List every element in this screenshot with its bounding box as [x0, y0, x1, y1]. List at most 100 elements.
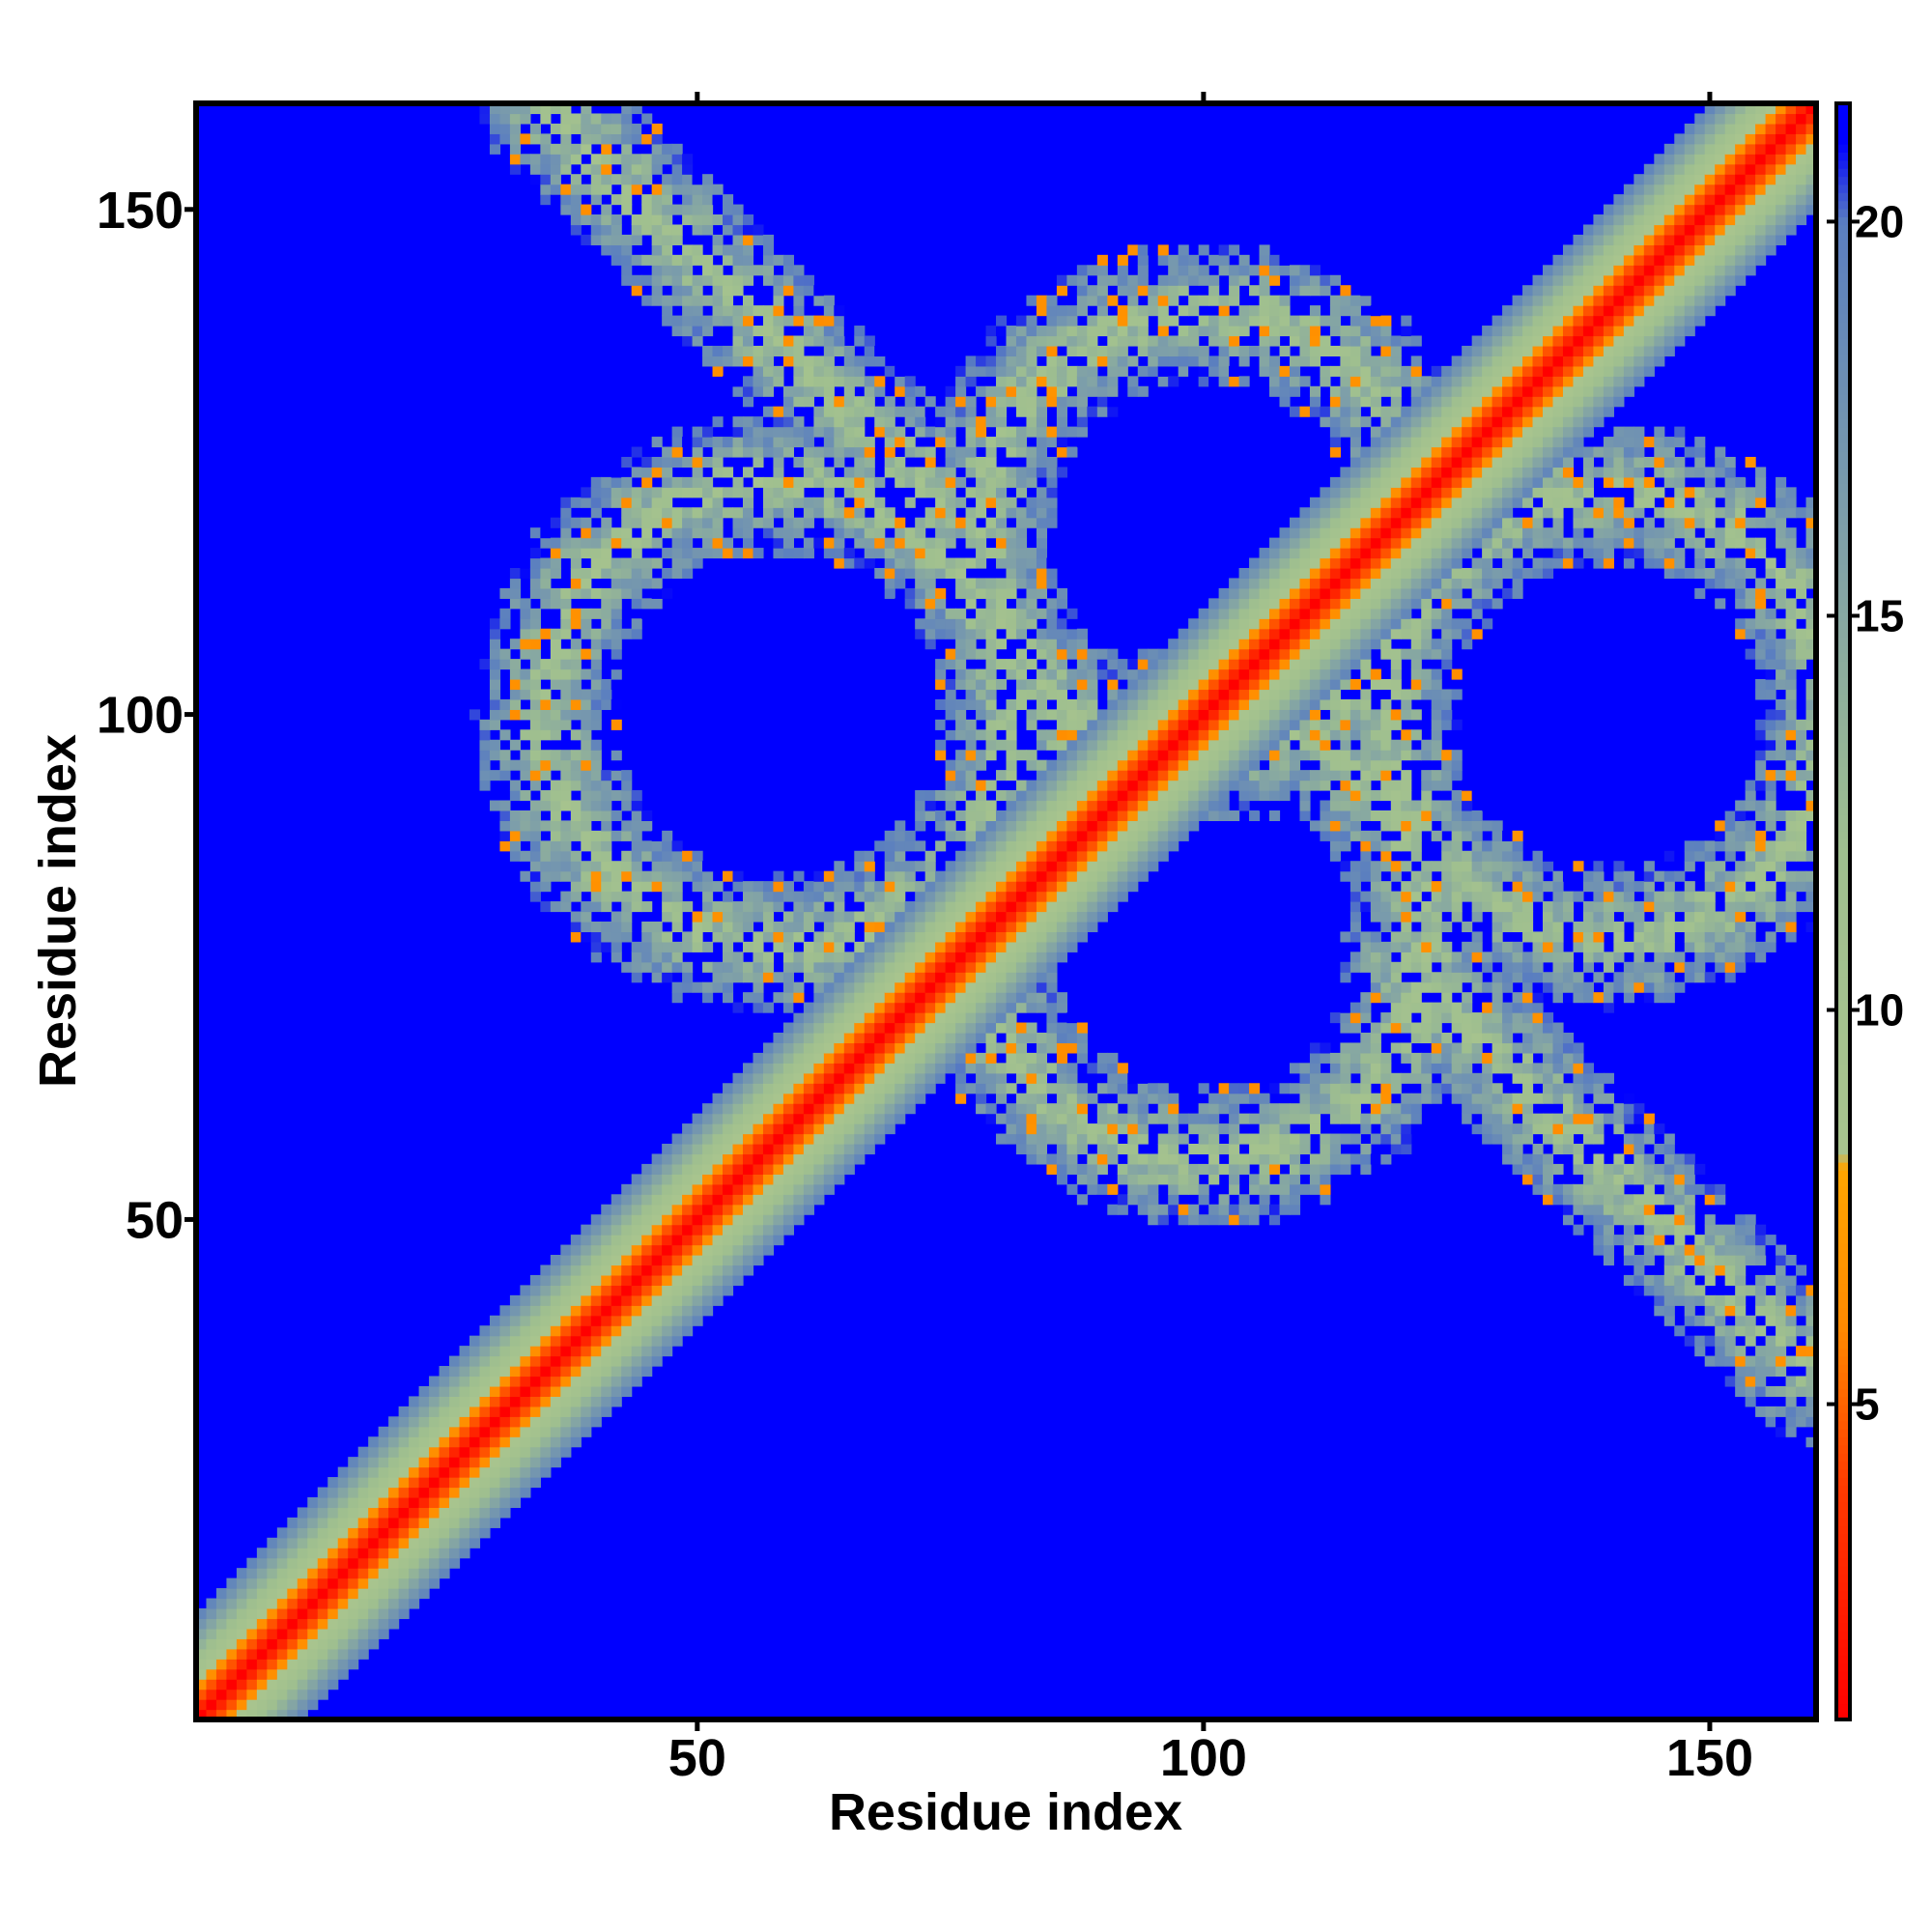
heatmap-cell: [924, 628, 936, 639]
heatmap-cell: [398, 1548, 410, 1559]
heatmap-cell: [641, 204, 653, 215]
heatmap-cell: [601, 1305, 612, 1317]
heatmap-cell: [843, 1072, 855, 1084]
heatmap-cell: [692, 487, 703, 498]
heatmap-cell: [854, 416, 866, 428]
heatmap-cell: [915, 385, 926, 397]
heatmap-cell: [843, 406, 855, 417]
heatmap-cell: [570, 204, 582, 215]
heatmap-cell: [723, 487, 734, 498]
heatmap-cell: [1289, 537, 1301, 549]
heatmap-cell: [1249, 659, 1261, 670]
heatmap-cell: [864, 1123, 875, 1135]
heatmap-cell: [398, 1517, 410, 1528]
heatmap-cell: [1289, 659, 1301, 670]
heatmap-cell: [1249, 639, 1261, 650]
heatmap-cell: [601, 1224, 612, 1236]
heatmap-cell: [945, 981, 956, 993]
heatmap-cell: [965, 810, 977, 821]
heatmap-cell: [1148, 861, 1159, 872]
heatmap-cell: [1229, 719, 1240, 730]
heatmap-cell: [196, 1699, 208, 1711]
heatmap-cell: [1066, 679, 1078, 691]
heatmap-cell: [803, 437, 814, 448]
heatmap-cell: [1036, 537, 1048, 549]
heatmap-cell: [1137, 648, 1149, 660]
heatmap-cell: [1036, 1042, 1048, 1054]
heatmap-cell: [843, 881, 855, 893]
heatmap-cell: [1117, 800, 1128, 811]
heatmap-cell: [1269, 1113, 1281, 1124]
heatmap-cell: [965, 698, 977, 710]
heatmap-cell: [671, 1204, 683, 1215]
heatmap-cell: [1208, 659, 1220, 670]
heatmap-cell: [834, 952, 845, 963]
heatmap-cell: [581, 1426, 592, 1437]
heatmap-cell: [732, 870, 744, 882]
heatmap-cell: [702, 1123, 714, 1135]
heatmap-cell: [1198, 648, 1209, 660]
heatmap-cell: [1198, 759, 1209, 771]
heatmap-cell: [368, 1477, 380, 1489]
heatmap-cell: [429, 1466, 440, 1478]
heatmap-cell: [368, 1568, 380, 1579]
heatmap-cell: [1015, 507, 1028, 519]
heatmap-cell: [965, 467, 977, 478]
heatmap-cell: [742, 1153, 754, 1165]
heatmap-cell: [915, 1042, 926, 1054]
heatmap-cell: [996, 810, 1008, 821]
heatmap-cell: [955, 931, 967, 943]
heatmap-cell: [651, 467, 663, 478]
heatmap-cell: [601, 639, 612, 650]
heatmap-cell: [601, 1335, 612, 1347]
heatmap-cell: [459, 1517, 470, 1528]
heatmap-cell: [1178, 709, 1189, 721]
heatmap-cell: [1066, 770, 1078, 781]
heatmap-cell: [1289, 557, 1301, 569]
heatmap-cell: [1289, 679, 1301, 691]
heatmap-cell: [915, 921, 926, 933]
heatmap-cell: [813, 1072, 825, 1084]
heatmap-cell: [1198, 810, 1209, 821]
heatmap-cell: [601, 487, 612, 498]
heatmap-cell: [1157, 274, 1169, 286]
heatmap-cell: [1249, 618, 1261, 630]
heatmap-cell: [874, 548, 886, 559]
heatmap-cell: [682, 1194, 694, 1206]
heatmap-cell: [823, 941, 835, 952]
heatmap-cell: [337, 1548, 349, 1559]
heatmap-cell: [1309, 1153, 1321, 1165]
heatmap-cell: [823, 1093, 835, 1104]
heatmap-cell: [854, 557, 866, 569]
heatmap-cell: [1269, 698, 1281, 710]
heatmap-cell: [773, 548, 784, 559]
heatmap-cell: [529, 698, 541, 710]
heatmap-cell: [550, 639, 561, 650]
heatmap-cell: [955, 759, 967, 771]
heatmap-cell: [1249, 1214, 1261, 1226]
heatmap-cell: [742, 1133, 754, 1145]
heatmap-cell: [895, 456, 906, 469]
heatmap-cell: [682, 1133, 694, 1145]
heatmap-cell: [590, 507, 602, 519]
heatmap-cell: [945, 385, 956, 397]
heatmap-cell: [1036, 861, 1048, 872]
heatmap-cell: [1249, 587, 1261, 599]
heatmap-cell: [590, 668, 602, 680]
heatmap-cell: [520, 750, 531, 761]
heatmap-cell: [590, 1264, 602, 1276]
heatmap-cell: [1198, 668, 1209, 680]
heatmap-cell: [1006, 608, 1017, 619]
heatmap-cell: [965, 719, 977, 730]
heatmap-cell: [996, 557, 1008, 569]
heatmap-cell: [732, 881, 744, 893]
heatmap-cell: [935, 810, 947, 821]
heatmap-cell: [823, 870, 835, 882]
heatmap-cell: [479, 103, 491, 115]
heatmap-cell: [1026, 345, 1037, 357]
heatmap-cell: [895, 437, 906, 448]
heatmap-cell: [1188, 709, 1200, 721]
heatmap-cell: [834, 1052, 845, 1064]
heatmap-cell: [864, 961, 875, 973]
heatmap-cell: [540, 587, 552, 599]
